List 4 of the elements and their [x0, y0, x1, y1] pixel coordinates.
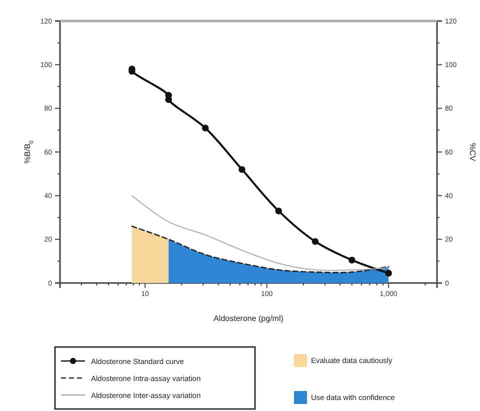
line-series [131, 226, 390, 274]
x-axis-title: Aldosterone (pg/ml) [214, 314, 284, 323]
line-series [131, 195, 390, 271]
y2-axis-title: %CV [468, 142, 477, 162]
